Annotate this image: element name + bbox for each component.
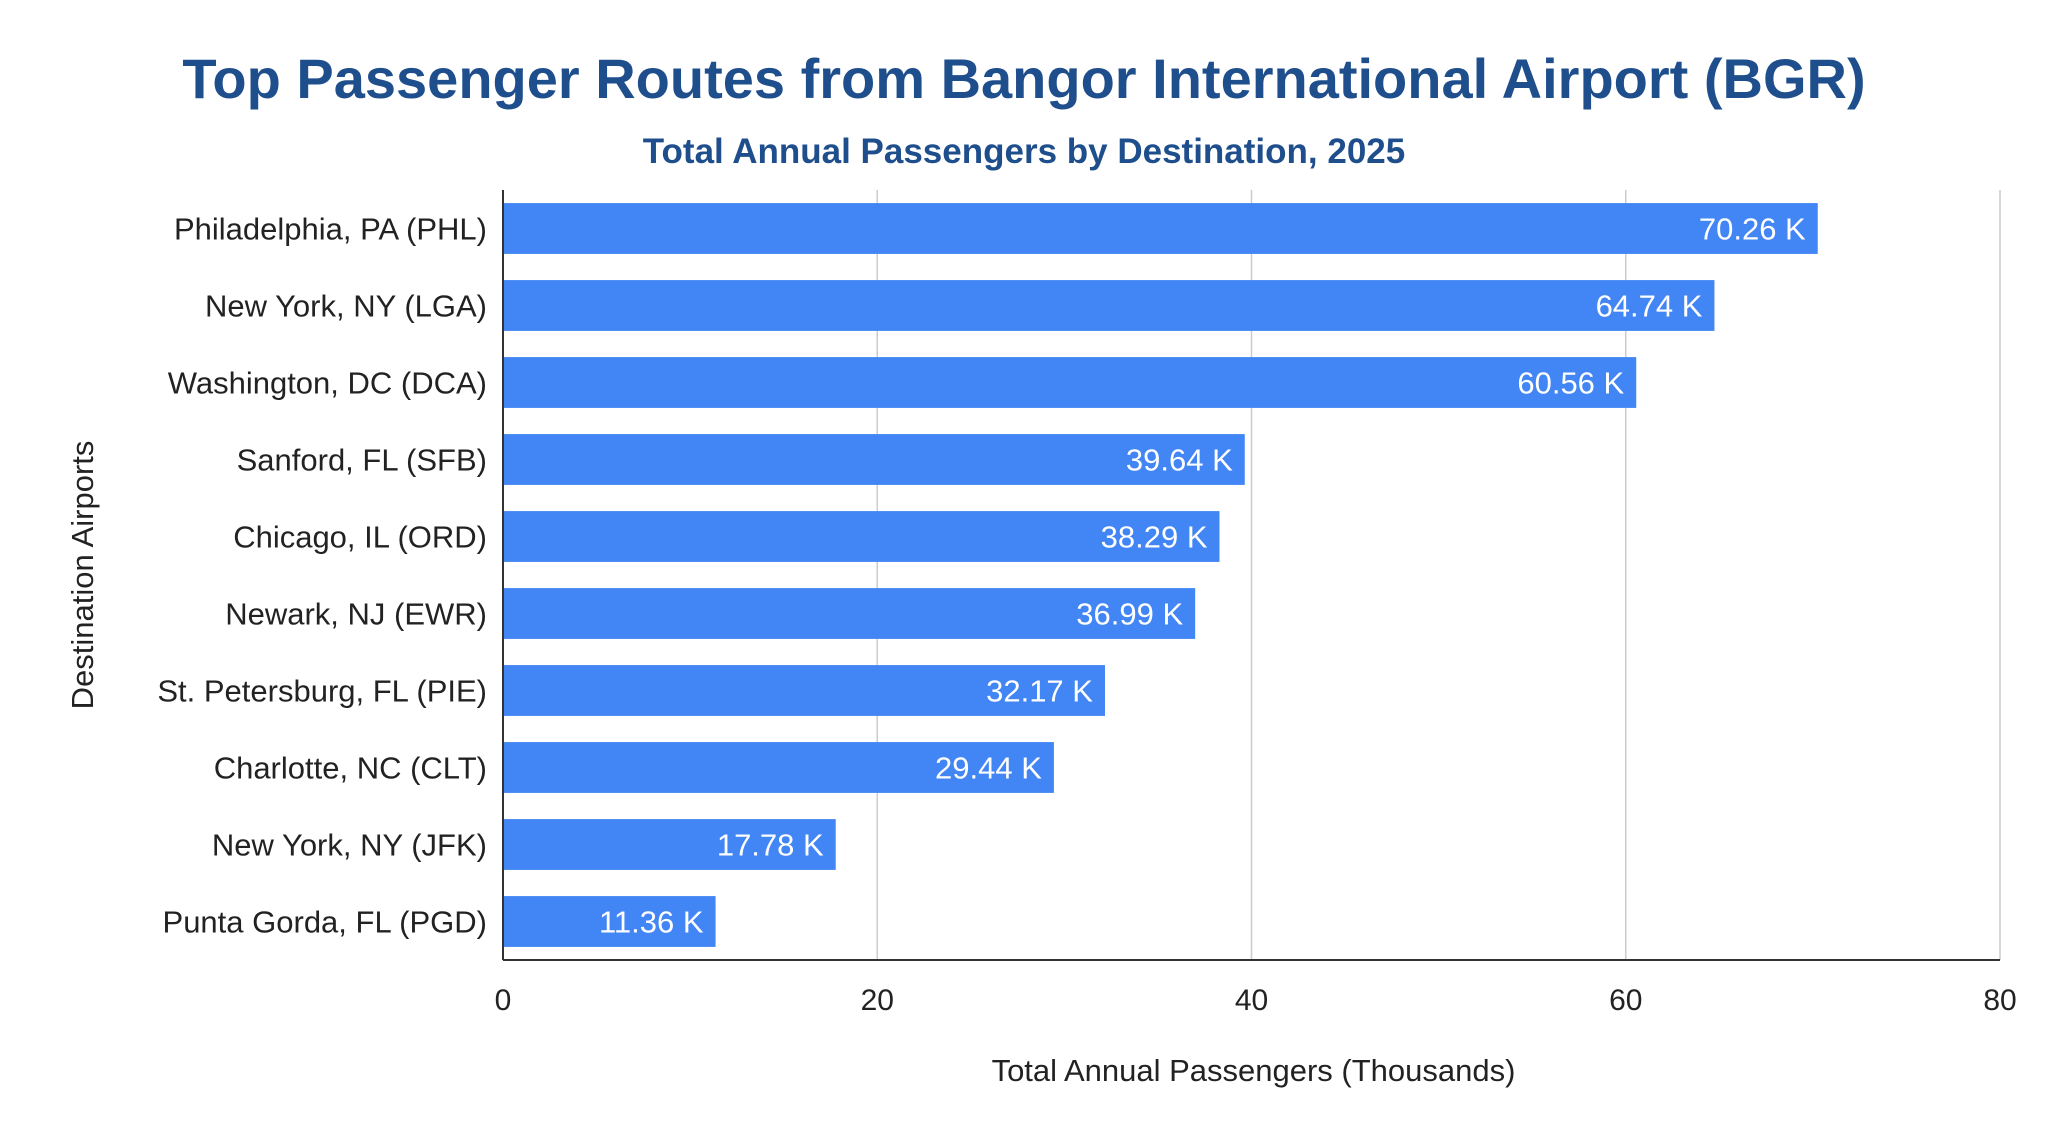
data-label: 36.99 K — [1076, 597, 1183, 632]
axes: 0 20 40 60 80 Philadelphia, PA (PHL) New York,… — [157, 190, 2017, 1017]
x-tick-label: 40 — [1235, 984, 1268, 1017]
x-tick-label: 20 — [861, 984, 894, 1017]
y-tick-label: Punta Gorda, FL (PGD) — [163, 905, 487, 940]
bar — [503, 511, 1220, 562]
x-tick-label: 0 — [495, 984, 512, 1017]
y-tick-label: Newark, NJ (EWR) — [225, 597, 487, 632]
bar — [503, 203, 1818, 254]
data-label: 60.56 K — [1517, 366, 1624, 401]
bar — [503, 665, 1105, 716]
bar — [503, 280, 1715, 331]
bar — [503, 742, 1054, 793]
y-tick-label: Sanford, FL (SFB) — [237, 443, 487, 478]
bar — [503, 588, 1196, 639]
x-tick-label: 80 — [1983, 984, 2016, 1017]
chart-subtitle: Total Annual Passengers by Destination, … — [642, 132, 1406, 171]
y-tick-label: New York, NY (JFK) — [212, 828, 487, 863]
bar — [503, 896, 716, 947]
chart-title: Top Passenger Routes from Bangor Interna… — [182, 47, 1866, 110]
y-tick-label: New York, NY (LGA) — [205, 289, 487, 324]
data-label: 64.74 K — [1596, 289, 1703, 324]
y-tick-label: Charlotte, NC (CLT) — [214, 751, 487, 786]
data-label: 17.78 K — [717, 828, 824, 863]
y-tick-label: Philadelphia, PA (PHL) — [174, 212, 487, 247]
data-label: 39.64 K — [1126, 443, 1233, 478]
x-tick-label: 60 — [1609, 984, 1642, 1017]
data-label: 29.44 K — [935, 751, 1042, 786]
bars: 70.26 K 64.74 K 60.56 K 39.64 K 38.29 K 36.99… — [503, 203, 1818, 947]
data-label: 38.29 K — [1101, 520, 1208, 555]
data-label: 70.26 K — [1699, 212, 1806, 247]
x-axis-title: Total Annual Passengers (Thousands) — [992, 1053, 1516, 1088]
bar — [503, 357, 1637, 408]
bar — [503, 819, 836, 870]
y-axis-title: Destination Airports — [65, 441, 100, 710]
bar — [503, 434, 1245, 485]
y-tick-label: Chicago, IL (ORD) — [233, 520, 487, 555]
data-label: 32.17 K — [986, 674, 1093, 709]
y-tick-label: St. Petersburg, FL (PIE) — [157, 674, 487, 709]
y-tick-label: Washington, DC (DCA) — [168, 366, 487, 401]
data-label: 11.36 K — [599, 905, 704, 940]
